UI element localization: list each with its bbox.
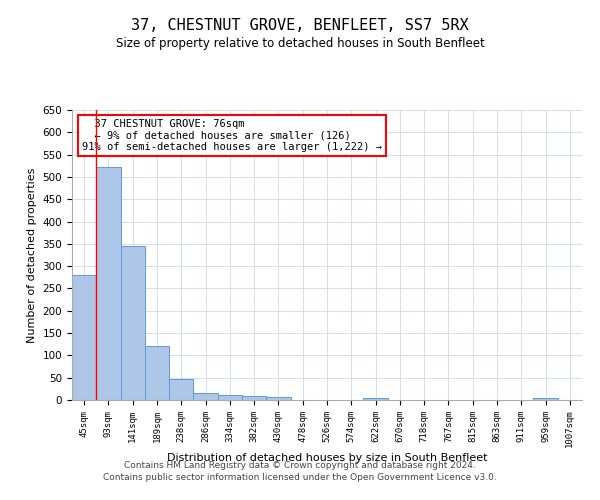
Y-axis label: Number of detached properties: Number of detached properties (27, 168, 37, 342)
Text: 37 CHESTNUT GROVE: 76sqm
  ← 9% of detached houses are smaller (126)
91% of semi: 37 CHESTNUT GROVE: 76sqm ← 9% of detache… (82, 118, 382, 152)
Bar (96, 167, 121, 400)
Bar (72, 275, 96, 400)
Bar (242, 396, 266, 400)
Text: 37, CHESTNUT GROVE, BENFLEET, SS7 5RX: 37, CHESTNUT GROVE, BENFLEET, SS7 5RX (131, 18, 469, 32)
Bar (121, 246, 145, 400)
Bar (364, 398, 388, 400)
Bar (218, 394, 242, 400)
Bar (266, 398, 290, 400)
Bar (193, 393, 218, 400)
Bar (145, 346, 169, 400)
Bar (169, 379, 193, 400)
Text: Contains HM Land Registry data © Crown copyright and database right 2024.
Contai: Contains HM Land Registry data © Crown c… (103, 461, 497, 482)
Text: Size of property relative to detached houses in South Benfleet: Size of property relative to detached ho… (116, 38, 484, 51)
Bar (533, 398, 558, 400)
X-axis label: Distribution of detached houses by size in South Benfleet: Distribution of detached houses by size … (167, 453, 487, 463)
